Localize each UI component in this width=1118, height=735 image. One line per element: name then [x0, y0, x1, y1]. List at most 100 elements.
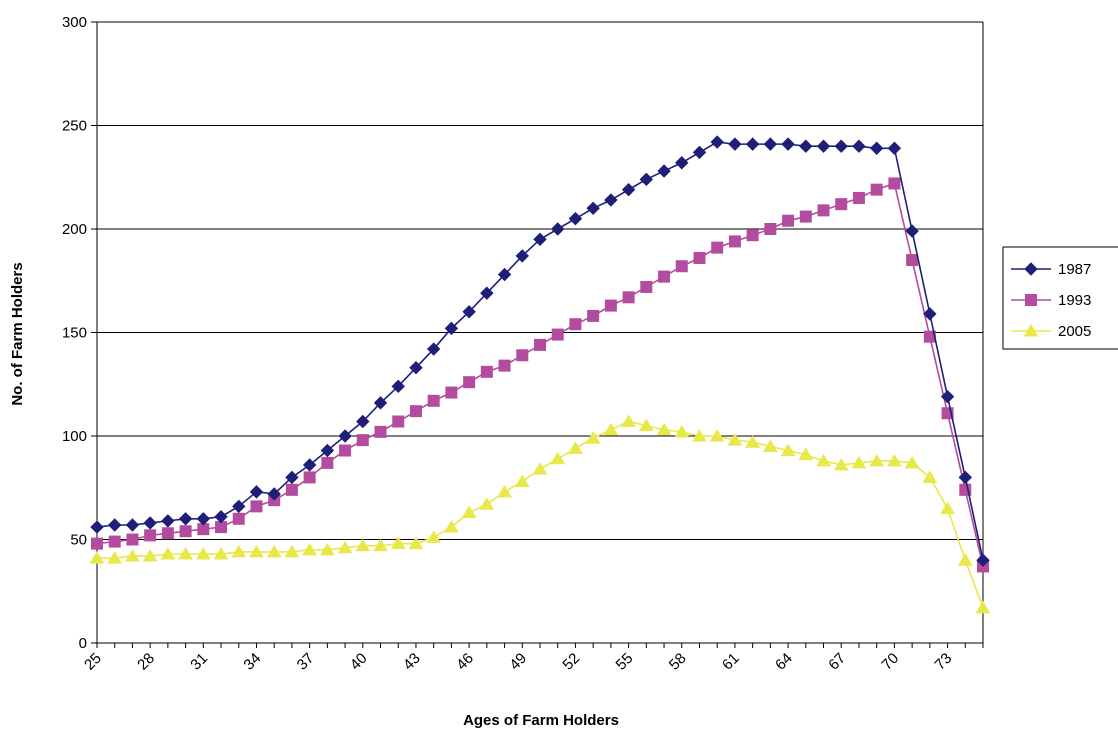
x-tick-label-64: 64 [772, 650, 796, 674]
point-2005-27 [125, 549, 140, 562]
point-1987-74 [958, 470, 972, 485]
point-1993-62 [746, 229, 759, 242]
point-2005-45 [444, 520, 459, 533]
point-1987-39 [338, 429, 352, 443]
point-1987-61 [728, 137, 742, 151]
x-tick-label-73: 73 [932, 650, 956, 674]
point-1993-25 [91, 537, 103, 550]
point-2005-74 [957, 553, 973, 566]
point-1987-34 [249, 485, 264, 499]
point-1987-68 [852, 139, 866, 153]
point-2005-34 [249, 544, 264, 558]
point-2005-37 [302, 542, 318, 556]
point-1993-43 [409, 405, 422, 418]
point-1993-65 [799, 210, 812, 223]
point-1987-33 [232, 499, 246, 514]
point-1993-34 [250, 500, 263, 513]
point-1987-52 [568, 211, 583, 226]
x-tick-label-37: 37 [294, 650, 318, 674]
legend-label-2005: 2005 [1058, 323, 1091, 340]
y-tick-label-150: 150 [62, 325, 87, 342]
series-2005 [89, 414, 991, 614]
point-1987-54 [604, 193, 618, 207]
point-2005-46 [461, 505, 477, 519]
point-1987-59 [692, 145, 707, 160]
point-1987-51 [551, 222, 565, 236]
point-2005-41 [373, 538, 388, 552]
point-1987-50 [533, 232, 547, 247]
legend-marker-1993 [1025, 294, 1037, 306]
x-tick-label-58: 58 [666, 650, 690, 674]
point-1993-33 [232, 512, 245, 525]
legend-marker-2005 [1023, 324, 1039, 337]
point-2005-73 [940, 501, 955, 514]
point-2005-60 [709, 429, 725, 442]
point-2005-49 [514, 474, 530, 488]
point-2005-39 [337, 540, 353, 554]
point-1993-41 [374, 425, 387, 438]
legend-box [1002, 246, 1118, 350]
legend-marker-1987 [1024, 262, 1038, 276]
point-1987-44 [426, 342, 441, 356]
y-tick-label-200: 200 [62, 221, 87, 238]
point-2005-48 [497, 484, 512, 498]
point-1993-42 [392, 415, 405, 428]
x-tick-label-40: 40 [347, 650, 371, 674]
point-1993-64 [782, 214, 795, 227]
point-1993-46 [463, 376, 476, 389]
legend-label-1993: 1993 [1058, 292, 1091, 309]
x-tick-label-52: 52 [559, 650, 583, 674]
point-2005-75 [975, 600, 991, 614]
point-2005-66 [816, 453, 831, 467]
point-2005-51 [550, 451, 566, 465]
x-tick-label-43: 43 [400, 650, 424, 674]
point-1993-69 [870, 183, 883, 196]
point-1993-36 [285, 483, 298, 496]
point-1987-27 [125, 518, 140, 532]
point-1993-48 [498, 359, 511, 372]
point-1987-67 [834, 139, 848, 153]
point-1993-37 [303, 471, 316, 484]
point-1993-26 [108, 535, 121, 548]
point-1987-62 [745, 137, 760, 151]
point-1987-42 [391, 379, 405, 394]
point-2005-26 [107, 551, 123, 564]
point-1987-66 [816, 139, 831, 153]
x-tick-label-67: 67 [825, 650, 849, 674]
y-tick-label-50: 50 [70, 532, 87, 549]
point-1993-60 [711, 241, 724, 254]
point-1993-55 [622, 291, 635, 304]
point-1987-40 [356, 414, 370, 429]
point-1993-38 [321, 456, 334, 469]
point-1993-47 [480, 365, 493, 378]
y-tick-label-300: 300 [62, 14, 87, 31]
point-1993-49 [516, 349, 529, 362]
point-1987-43 [409, 360, 423, 375]
point-1993-67 [835, 198, 848, 211]
point-1987-30 [178, 512, 193, 526]
point-2005-65 [798, 447, 814, 461]
point-1987-73 [940, 389, 955, 404]
point-2005-69 [869, 453, 885, 467]
point-1987-32 [214, 510, 228, 524]
point-1987-56 [639, 172, 654, 187]
point-1987-31 [196, 512, 211, 526]
point-1993-39 [339, 444, 352, 457]
point-2005-44 [426, 530, 442, 543]
point-1987-75 [976, 553, 990, 567]
point-1993-53 [587, 309, 600, 322]
point-2005-29 [160, 547, 176, 560]
x-axis: 25 28 31 34 37 40 43 46 49 52 55 58 61 64 67 70 73 [81, 643, 984, 674]
x-tick-label-70: 70 [878, 650, 902, 674]
x-tick-label-55: 55 [613, 650, 637, 674]
point-2005-68 [851, 455, 867, 469]
point-1987-71 [905, 224, 919, 238]
x-tick-label-49: 49 [506, 650, 530, 674]
point-1993-50 [534, 338, 546, 351]
x-tick-label-31: 31 [187, 650, 211, 674]
point-2005-71 [904, 455, 920, 469]
point-1987-25 [90, 520, 104, 534]
point-2005-52 [568, 441, 583, 454]
point-1987-70 [887, 141, 902, 155]
point-1993-44 [427, 394, 440, 407]
